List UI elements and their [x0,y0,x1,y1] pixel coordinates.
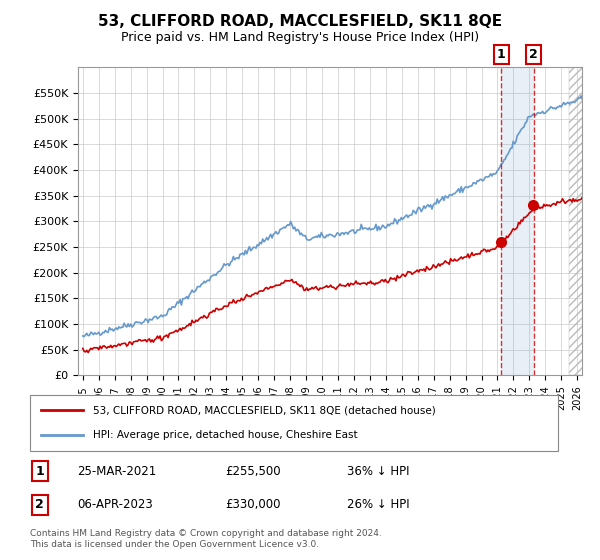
Text: Price paid vs. HM Land Registry's House Price Index (HPI): Price paid vs. HM Land Registry's House … [121,31,479,44]
Text: 53, CLIFFORD ROAD, MACCLESFIELD, SK11 8QE (detached house): 53, CLIFFORD ROAD, MACCLESFIELD, SK11 8Q… [94,405,436,416]
Text: 25-MAR-2021: 25-MAR-2021 [77,465,157,478]
Text: HPI: Average price, detached house, Cheshire East: HPI: Average price, detached house, Ches… [94,430,358,440]
Text: 2: 2 [35,498,44,511]
Text: 06-APR-2023: 06-APR-2023 [77,498,153,511]
Text: 1: 1 [497,48,506,61]
Text: £330,000: £330,000 [226,498,281,511]
Bar [569,67,593,375]
Bar [501,67,533,375]
Text: Contains HM Land Registry data © Crown copyright and database right 2024.
This d: Contains HM Land Registry data © Crown c… [30,529,382,549]
Text: £255,500: £255,500 [226,465,281,478]
Text: 1: 1 [35,465,44,478]
Text: 26% ↓ HPI: 26% ↓ HPI [347,498,409,511]
Text: 2: 2 [529,48,538,61]
Text: 36% ↓ HPI: 36% ↓ HPI [347,465,409,478]
Text: 53, CLIFFORD ROAD, MACCLESFIELD, SK11 8QE: 53, CLIFFORD ROAD, MACCLESFIELD, SK11 8Q… [98,14,502,29]
FancyBboxPatch shape [30,395,558,451]
